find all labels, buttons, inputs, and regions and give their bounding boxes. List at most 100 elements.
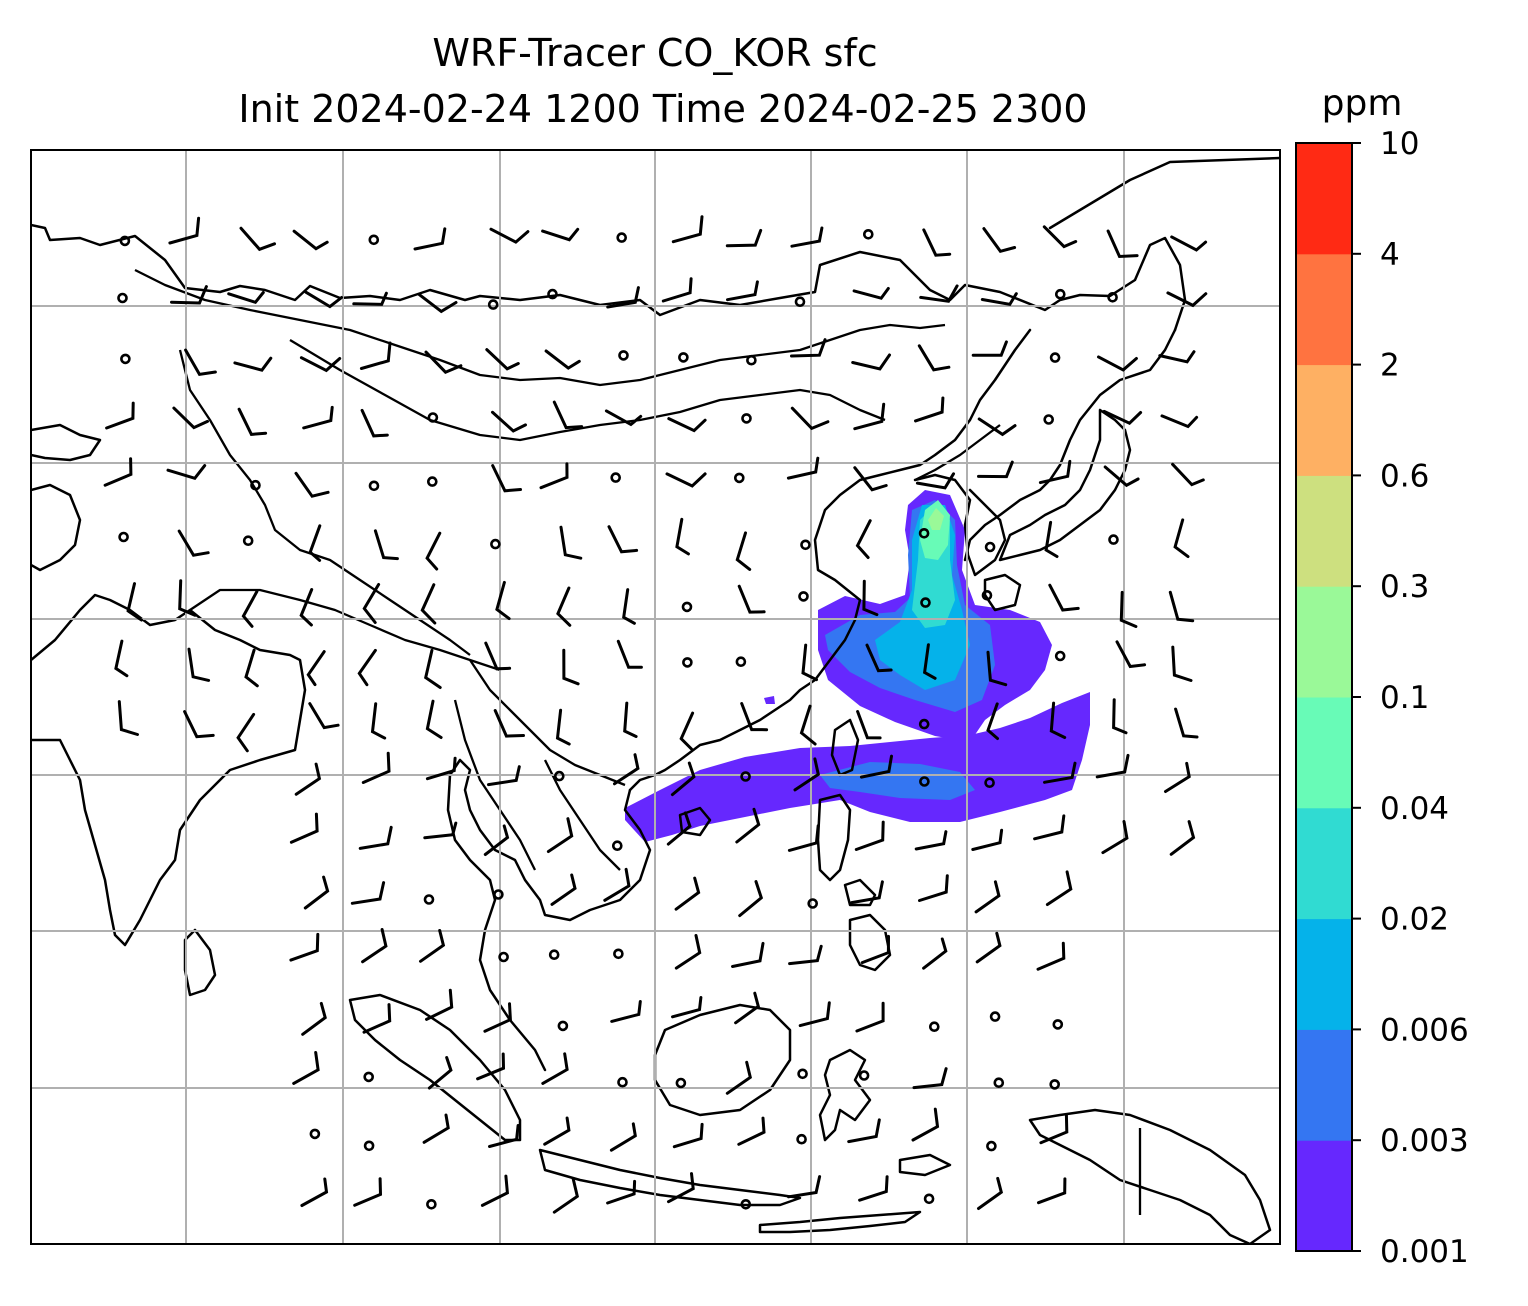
colorbar-unit-label: ppm [1322,83,1403,124]
wind-barb [1119,590,1138,628]
wind-barb [541,227,580,242]
calm-wind-marker [923,1193,935,1205]
colorbar-segment [1296,1140,1352,1252]
wind-barb [1174,707,1199,739]
calm-wind-marker [242,535,254,547]
calm-wind-marker [611,840,623,852]
calm-wind-marker [989,1011,1001,1022]
wind-barb [788,944,823,966]
wind-barb [980,292,1018,307]
calm-wind-marker [682,657,693,668]
colorbar-tick-label: 0.6 [1380,458,1429,494]
wind-barb [425,756,457,781]
calm-wind-marker [733,472,745,484]
wind-barb [740,702,769,732]
wind-barb [489,227,530,244]
wind-barb [977,460,1014,479]
wind-barb [798,1001,831,1028]
calm-wind-marker [363,1140,375,1152]
calm-wind-marker [368,480,380,492]
wind-barb [974,880,1001,914]
wind-barb [361,751,391,784]
wind-barb [1166,291,1208,308]
wind-barb [852,287,890,300]
calm-wind-marker [363,1071,375,1083]
wind-barb [166,464,207,481]
calm-wind-marker [746,354,757,366]
wind-barb [787,824,820,852]
wind-barb [787,1175,822,1199]
wind-barb [360,408,389,438]
calm-wind-marker [426,1199,437,1210]
calm-wind-marker [117,292,128,304]
calm-wind-marker [740,1199,752,1210]
calm-wind-marker [1108,534,1119,545]
wind-barb [562,648,580,686]
wind-barb [177,529,210,557]
wind-barb [856,710,882,740]
gridlines [31,150,1280,1244]
wind-barb [425,531,442,571]
wind-barb [105,401,135,430]
wind-barb [1158,350,1196,364]
wind-barb [667,417,707,433]
border-russia-china-kazakhstan [134,268,946,387]
coastline-asia-north [31,223,1187,332]
calm-wind-marker [553,770,565,782]
wind-barb [862,579,879,617]
wind-barb [306,650,326,687]
calm-wind-marker [1049,352,1061,363]
calm-wind-marker [984,777,995,789]
wind-barb [427,1056,453,1090]
wind-barb [1036,941,1066,971]
wind-barb [855,519,872,559]
wind-barb [1042,225,1078,249]
colorbar-tick-label: 0.04 [1380,791,1449,827]
wind-barb [370,702,387,740]
wind-barb [487,765,521,787]
wind-barb [544,349,581,370]
wind-barb [233,356,273,372]
colorbar-segment [1296,1029,1352,1141]
wind-barb [725,1060,752,1095]
wind-barb [184,348,217,377]
wind-barb [1049,701,1067,739]
wind-barb [417,292,458,314]
wind-barb [850,880,884,905]
wind-barb [483,824,510,856]
wind-barb [986,702,999,740]
wind-barb [667,1172,695,1204]
wind-barb [971,828,1004,851]
wind-barb [915,472,955,490]
wind-barb [914,830,948,851]
calm-wind-marker [675,1077,687,1089]
wind-barb [865,643,893,673]
calm-wind-marker [613,948,624,960]
calm-wind-marker [928,1021,940,1032]
wind-barb [859,754,893,779]
wind-barb [476,1052,506,1081]
calm-wind-marker [919,776,930,787]
wind-barb [666,811,692,846]
wind-barb [1169,820,1196,856]
title-line-1: WRF-Tracer CO_KOR sfc [432,31,877,75]
wind-barb [670,761,696,797]
wind-barb [294,762,322,796]
calm-wind-marker [610,472,622,483]
wind-barb [790,406,830,431]
calm-wind-marker [487,299,499,310]
colorbar-tick-label: 4 [1380,237,1400,273]
calm-wind-marker [862,229,874,240]
wind-barb [665,472,707,488]
border-north-korea-china [914,424,1001,482]
wind-barb [292,229,329,251]
wind-barb [491,464,522,493]
colorbar-tick-label: 0.001 [1380,1234,1469,1270]
wind-barb [1112,698,1128,735]
calm-wind-marker [490,538,501,550]
wind-barb [918,874,949,902]
calm-wind-marker [547,288,558,300]
colorbar-tick-label: 2 [1380,348,1400,384]
wind-barb [1095,753,1130,779]
